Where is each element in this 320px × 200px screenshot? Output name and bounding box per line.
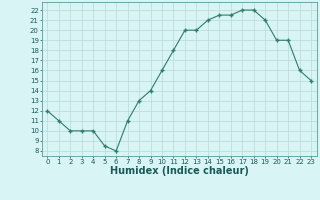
X-axis label: Humidex (Indice chaleur): Humidex (Indice chaleur): [110, 166, 249, 176]
